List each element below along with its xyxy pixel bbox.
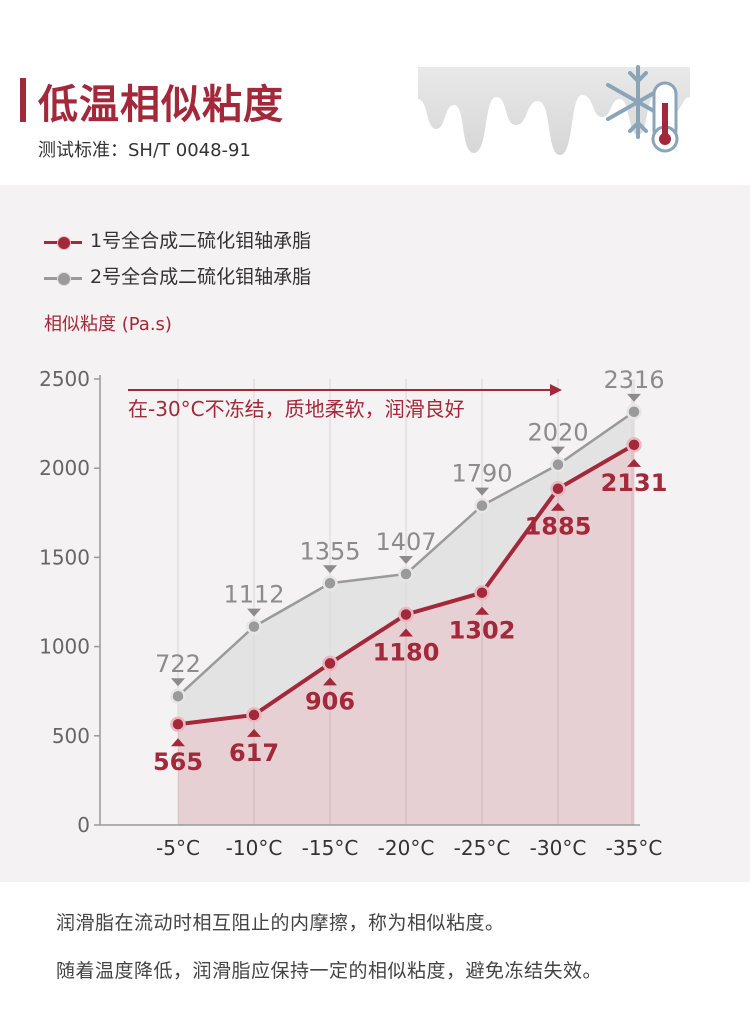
series-2-pointer — [475, 487, 489, 496]
y-tick-label: 1500 — [39, 545, 90, 569]
series-gap-band — [178, 411, 634, 725]
legend-label-series-1: 1号全合成二硫化钼轴承脂 — [90, 230, 312, 252]
series-2-data-label: 1112 — [223, 581, 284, 609]
series-1-point — [246, 707, 262, 723]
y-tick-label: 2500 — [39, 367, 90, 391]
series-1-pointer — [399, 628, 413, 637]
x-tick-label: -10°C — [226, 836, 283, 860]
series-1-data-label: 2131 — [601, 469, 668, 497]
series-2-pointer — [171, 678, 185, 687]
page-title: 低温相似粘度 — [38, 82, 284, 128]
series-2-point — [398, 566, 414, 582]
series-2-data-label: 2316 — [603, 366, 664, 394]
series-2-point — [322, 575, 338, 592]
series-2-pointer — [399, 555, 413, 564]
y-tick-label: 0 — [77, 813, 90, 837]
y-tick-label: 500 — [52, 724, 90, 748]
series-1-pointer — [323, 677, 337, 686]
series-1-pointer — [551, 502, 565, 511]
series-1-data-label: 1302 — [449, 617, 516, 645]
footer-definition: 润滑脂在流动时相互阻止的内摩擦，称为相似粘度。 — [56, 912, 505, 934]
annotation-arrow — [550, 384, 562, 396]
y-axis-label: 相似粘度 (Pa.s) — [44, 314, 172, 335]
series-2-point — [474, 497, 490, 514]
series-1-pointer — [247, 728, 261, 737]
series-2-pointer — [247, 608, 261, 617]
series-2-data-label: 1355 — [299, 537, 360, 565]
test-standard: 测试标准：SH/T 0048-91 — [38, 140, 251, 161]
x-tick-label: -35°C — [606, 836, 663, 860]
series-1-pointer — [475, 606, 489, 615]
series-1-pointer — [627, 458, 641, 467]
legend-item-series-2: 2号全合成二硫化钼轴承脂 — [44, 262, 311, 289]
x-tick-label: -15°C — [302, 836, 359, 860]
title-accent-bar — [20, 78, 26, 122]
header: 低温相似粘度 测试标准：SH/T 0048-91 — [0, 0, 750, 185]
series-2-pointer — [551, 446, 565, 455]
series-1-data-label: 617 — [229, 739, 279, 767]
series-1-pointer — [171, 738, 185, 747]
series-1-point — [474, 584, 490, 601]
series-1-point — [170, 716, 186, 732]
x-tick-label: -30°C — [530, 836, 587, 860]
series-2-point — [550, 456, 566, 473]
series-2-point — [170, 688, 186, 704]
series-2-data-label: 2020 — [527, 419, 588, 447]
x-tick-label: -5°C — [156, 836, 200, 860]
series-1-data-label: 1180 — [373, 638, 440, 666]
legend-swatch-series-1 — [44, 235, 82, 250]
annotation-text: 在-30°C不冻结，质地柔软，润滑良好 — [128, 397, 465, 421]
series-1-data-label: 1885 — [525, 513, 592, 541]
legend-swatch-series-2 — [44, 271, 82, 286]
footer-note: 随着温度降低，润滑脂应保持一定的相似粘度，避免冻结失效。 — [56, 960, 603, 982]
series-2-pointer — [627, 393, 641, 402]
series-2-point — [246, 618, 262, 635]
y-tick-label: 2000 — [39, 456, 90, 480]
frost-thermometer-icon — [418, 65, 690, 155]
chart-panel — [0, 185, 750, 882]
series-2-pointer — [323, 565, 337, 574]
series-1-point — [398, 606, 414, 623]
series-1-point — [322, 655, 338, 672]
series-2-data-label: 722 — [155, 650, 201, 678]
legend-label-series-2: 2号全合成二硫化钼轴承脂 — [90, 266, 312, 288]
series-2-data-label: 1407 — [375, 528, 436, 556]
series-1-point — [550, 480, 566, 497]
x-tick-label: -25°C — [454, 836, 511, 860]
series-1-point — [626, 437, 642, 453]
series-2-point — [626, 404, 642, 420]
series-1-data-label: 906 — [305, 687, 355, 715]
series-2-data-label: 1790 — [451, 460, 512, 488]
x-tick-label: -20°C — [378, 836, 435, 860]
y-tick-label: 1000 — [39, 635, 90, 659]
legend-item-series-1: 1号全合成二硫化钼轴承脂 — [44, 226, 311, 253]
series-1-data-label: 565 — [153, 748, 203, 776]
